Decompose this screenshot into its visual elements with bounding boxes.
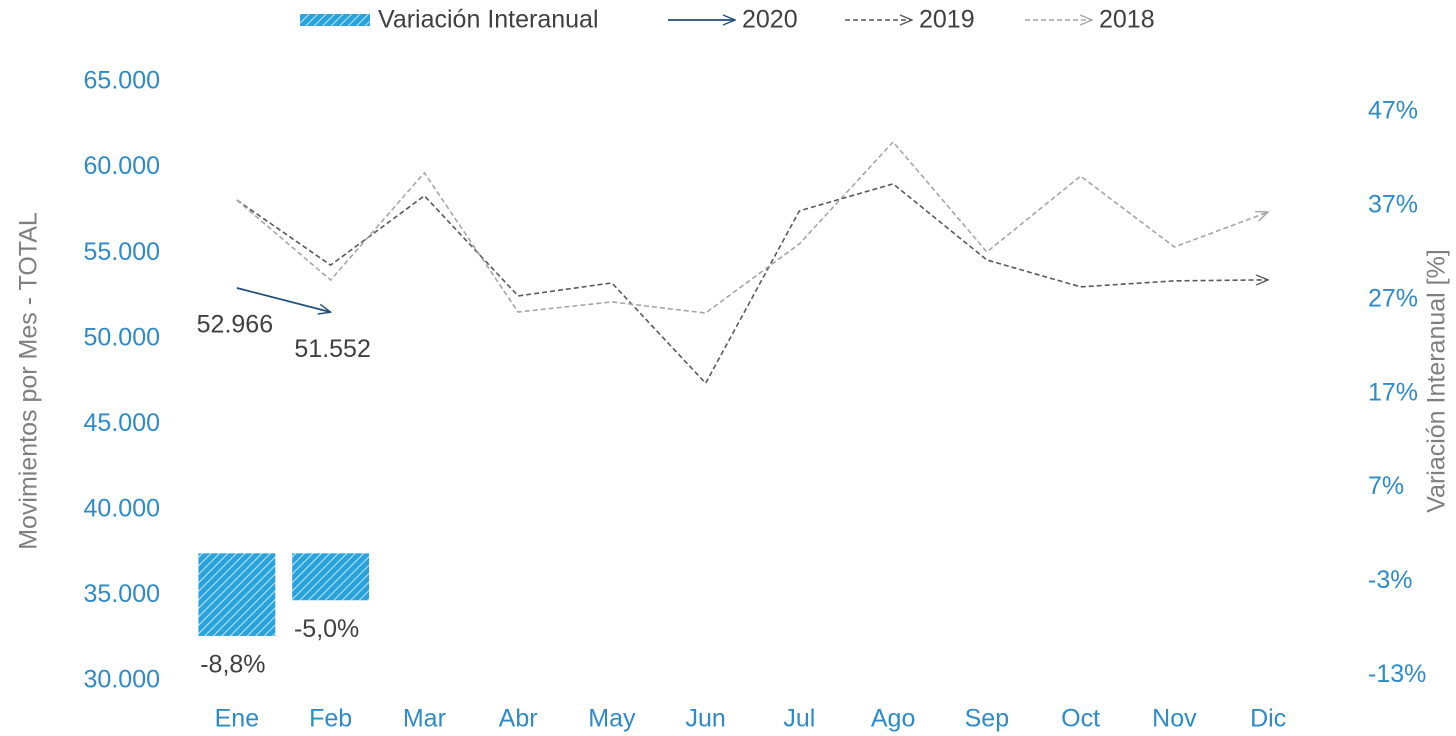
y-axis-title: Movimientos por Mes - TOTAL (15, 212, 43, 550)
line-series (236, 182, 1268, 385)
y-tick-label: 35.000 (84, 580, 160, 608)
legend-label: 2018 (1099, 6, 1155, 34)
y2-tick-label: 17% (1368, 378, 1418, 406)
data-label: -8,8% (200, 651, 265, 679)
x-tick-label: May (588, 705, 636, 733)
x-tick-label: Oct (1061, 705, 1100, 733)
data-label: -5,0% (294, 615, 359, 643)
x-tick-label: Feb (309, 705, 352, 733)
x-tick-label: Jul (783, 705, 815, 733)
legend-label: 2020 (742, 6, 798, 34)
y2-axis-title: Variación Interanual [%] (1423, 249, 1451, 513)
x-tick-label: Jun (685, 705, 725, 733)
x-tick-label: Abr (499, 705, 538, 733)
bar (198, 553, 276, 636)
y-tick-label: 55.000 (84, 238, 160, 266)
data-label: 51.552 (294, 335, 370, 363)
x-tick-label: Nov (1152, 705, 1197, 733)
legend-label: 2019 (919, 6, 975, 34)
x-tick-label: Ene (215, 705, 259, 733)
y2-tick-label: -13% (1368, 660, 1426, 688)
y-tick-label: 30.000 (84, 666, 160, 694)
y-tick-label: 65.000 (84, 67, 160, 95)
y2-tick-label: 27% (1368, 284, 1418, 312)
x-tick-label: Sep (965, 705, 1009, 733)
y-tick-label: 50.000 (84, 323, 160, 351)
line-series (236, 287, 331, 312)
legend-swatch (300, 14, 370, 26)
x-tick-label: Mar (403, 705, 446, 733)
x-tick-label: Dic (1250, 705, 1286, 733)
bar (292, 553, 370, 601)
y-tick-label: 40.000 (84, 494, 160, 522)
x-tick-label: Ago (871, 705, 915, 733)
line-series (236, 140, 1268, 314)
legend-label: Variación Interanual (378, 6, 599, 34)
y2-tick-label: -3% (1368, 566, 1412, 594)
y2-tick-label: 47% (1368, 97, 1418, 125)
y2-tick-label: 37% (1368, 191, 1418, 219)
y-tick-label: 45.000 (84, 409, 160, 437)
y-tick-label: 60.000 (84, 152, 160, 180)
data-label: 52.966 (197, 311, 273, 339)
y2-tick-label: 7% (1368, 472, 1404, 500)
